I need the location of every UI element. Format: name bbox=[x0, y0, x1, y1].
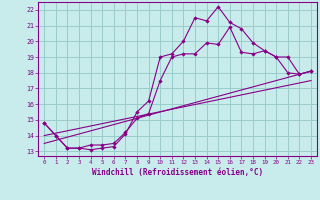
X-axis label: Windchill (Refroidissement éolien,°C): Windchill (Refroidissement éolien,°C) bbox=[92, 168, 263, 177]
